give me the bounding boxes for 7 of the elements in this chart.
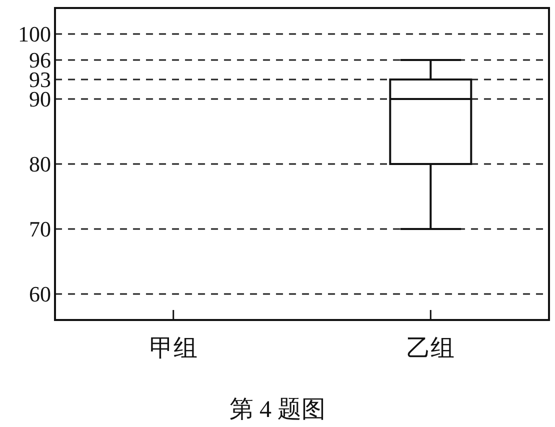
y-tick-label: 60: [29, 282, 51, 306]
x-tick-label: 乙组: [406, 336, 455, 362]
y-tick-label: 70: [29, 216, 51, 242]
y-tick-label: 100: [18, 22, 51, 46]
text: 第 4 题图: [230, 397, 326, 423]
x-tick-label: 甲组: [149, 336, 198, 362]
y-tick-label: 80: [29, 152, 51, 176]
